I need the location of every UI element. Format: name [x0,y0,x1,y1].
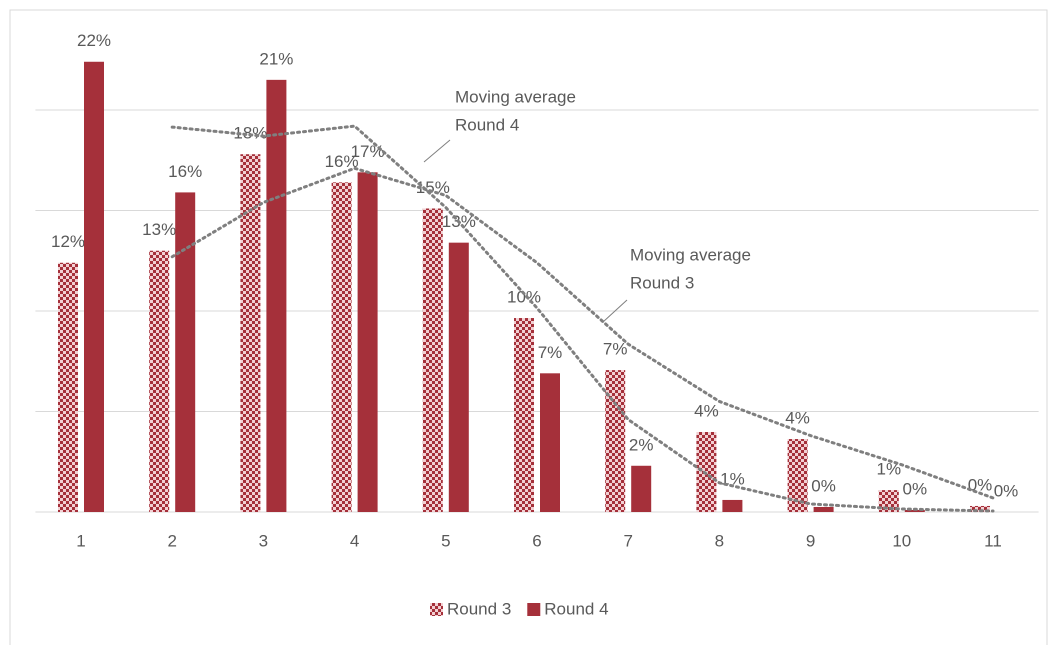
bar [696,432,717,512]
bar [787,439,808,512]
bar [904,509,925,512]
x-tick-label: 1 [76,531,85,550]
bar [84,61,104,512]
chart-border [9,9,1048,645]
x-tick-label: 8 [715,531,724,550]
bar [970,505,990,512]
data-label: 12% [51,232,85,251]
annotation: Round 3 [630,273,694,292]
annotation-leader [423,139,451,163]
data-label: 7% [538,343,563,362]
bar [240,154,261,512]
legend-swatch [430,603,443,616]
bar [357,172,378,512]
data-label: 10% [507,288,541,307]
x-tick-label: 11 [984,531,1002,550]
bar [878,490,899,512]
data-label: 16% [168,162,202,181]
bar [266,79,287,512]
legend-label: Round 4 [544,599,608,618]
data-label: 7% [603,340,628,359]
bar [331,182,352,513]
bar [813,506,834,512]
trendline [170,166,995,500]
bar [540,373,560,512]
legend-swatch [527,603,541,616]
x-tick-label: 7 [623,531,632,550]
annotation: Moving average [630,245,751,264]
bar [722,499,743,512]
data-label: 16% [325,152,359,171]
annotation: Moving average [455,87,576,106]
annotation: Round 4 [455,115,519,134]
data-label: 15% [416,178,450,197]
data-label: 2% [629,435,654,454]
bar [448,242,469,512]
x-tick-label: 6 [532,531,541,550]
x-tick-label: 10 [892,531,911,550]
data-label: 21% [259,49,293,68]
data-label: 0% [811,476,836,495]
annotation-leader [602,299,628,323]
data-label: 4% [694,401,719,420]
x-tick-label: 4 [350,531,359,550]
data-label: 4% [785,409,810,428]
data-label: 0% [903,479,928,498]
data-label: 0% [994,481,1019,500]
data-label: 0% [968,475,993,494]
data-label: 18% [233,124,267,143]
bar [605,370,626,512]
bar [631,465,652,512]
trendline [170,124,995,513]
x-tick-label: 9 [806,531,815,550]
bar [422,208,443,513]
data-label: 22% [77,31,111,50]
data-label: 13% [142,220,176,239]
bar [149,250,170,512]
bar [58,262,78,512]
x-tick-label: 2 [167,531,176,550]
data-label: 1% [877,460,902,479]
x-tick-label: 3 [259,531,268,550]
x-tick-label: 5 [441,531,450,550]
legend-label: Round 3 [447,599,511,618]
bar [175,192,196,512]
bar [514,318,534,512]
data-label: 17% [351,142,385,161]
